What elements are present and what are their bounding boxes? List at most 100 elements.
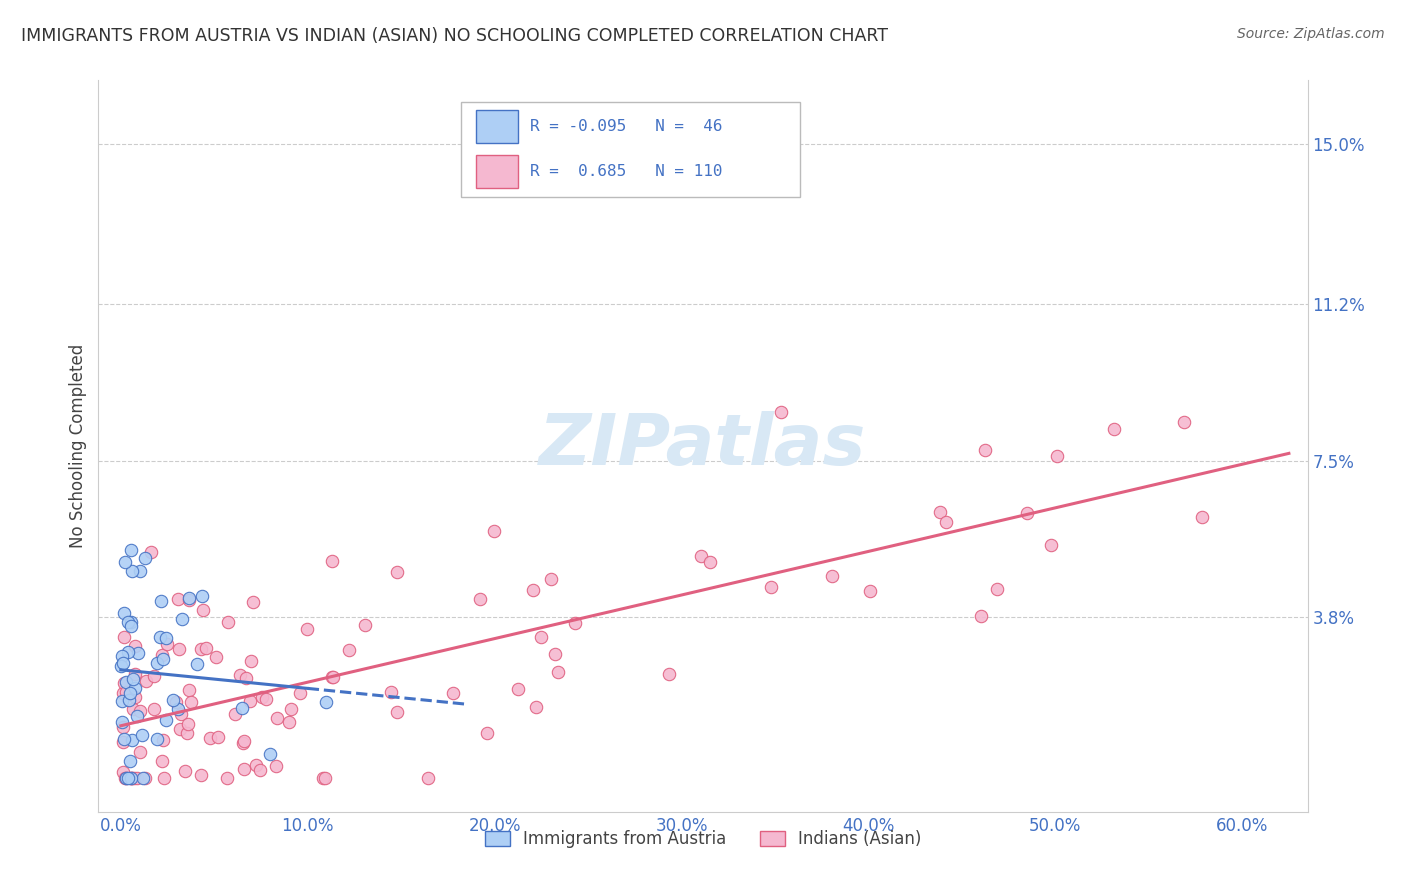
Point bbox=[468, 592, 491, 607]
Point bbox=[124, 681, 146, 695]
Point bbox=[385, 565, 408, 579]
Point bbox=[969, 609, 991, 624]
Point bbox=[1173, 416, 1195, 430]
Point bbox=[259, 747, 281, 761]
Point bbox=[658, 666, 681, 681]
Point bbox=[190, 767, 212, 781]
Point bbox=[169, 722, 191, 736]
Point bbox=[153, 771, 176, 785]
Point bbox=[129, 564, 152, 578]
Point bbox=[120, 686, 142, 700]
Point bbox=[121, 771, 143, 785]
Point bbox=[172, 612, 194, 626]
Point bbox=[314, 771, 336, 785]
Point bbox=[416, 771, 439, 785]
Point bbox=[112, 731, 135, 746]
Point bbox=[111, 648, 134, 663]
Point bbox=[190, 641, 212, 656]
Point bbox=[238, 694, 260, 708]
Point bbox=[118, 754, 141, 768]
Point bbox=[233, 762, 256, 776]
Text: Source: ZipAtlas.com: Source: ZipAtlas.com bbox=[1237, 27, 1385, 41]
Point bbox=[280, 702, 302, 716]
Bar bbox=[475, 155, 517, 188]
Point bbox=[129, 745, 152, 759]
Point bbox=[191, 590, 214, 604]
Point bbox=[224, 707, 246, 722]
Point bbox=[233, 734, 256, 748]
Point bbox=[759, 580, 782, 594]
Point bbox=[127, 646, 149, 660]
Point bbox=[131, 728, 153, 742]
Point bbox=[215, 771, 238, 785]
Point bbox=[1191, 510, 1213, 524]
Point bbox=[250, 690, 273, 705]
Point bbox=[114, 771, 136, 785]
Point bbox=[111, 765, 134, 780]
Point bbox=[1015, 506, 1038, 520]
Point bbox=[114, 606, 136, 620]
Point bbox=[120, 771, 142, 785]
Point bbox=[204, 649, 226, 664]
Point bbox=[443, 686, 465, 700]
Point bbox=[121, 672, 143, 686]
Point bbox=[821, 569, 844, 583]
Point bbox=[117, 615, 139, 629]
Point bbox=[508, 681, 530, 696]
Point bbox=[128, 705, 150, 719]
Point bbox=[111, 686, 134, 700]
Point bbox=[124, 639, 146, 653]
Point bbox=[110, 658, 132, 673]
Point bbox=[120, 543, 142, 558]
Point bbox=[146, 657, 169, 671]
Point bbox=[122, 702, 145, 716]
Text: ZIPatlas: ZIPatlas bbox=[540, 411, 866, 481]
Point bbox=[167, 642, 190, 657]
Point bbox=[245, 757, 267, 772]
Point bbox=[1046, 449, 1069, 463]
Point bbox=[112, 676, 135, 690]
FancyBboxPatch shape bbox=[461, 103, 800, 197]
Point bbox=[111, 656, 134, 670]
Point bbox=[235, 671, 257, 685]
Point bbox=[139, 545, 162, 559]
Point bbox=[152, 648, 174, 662]
Point bbox=[117, 645, 139, 659]
Point bbox=[288, 686, 311, 700]
Point bbox=[315, 695, 337, 709]
Point bbox=[120, 615, 142, 630]
Point bbox=[264, 759, 287, 773]
Point bbox=[111, 714, 134, 729]
Point bbox=[540, 572, 562, 586]
Point bbox=[543, 647, 565, 661]
Text: IMMIGRANTS FROM AUSTRIA VS INDIAN (ASIAN) NO SCHOOLING COMPLETED CORRELATION CHA: IMMIGRANTS FROM AUSTRIA VS INDIAN (ASIAN… bbox=[21, 27, 889, 45]
Point bbox=[254, 691, 277, 706]
Point bbox=[385, 706, 408, 720]
Point bbox=[769, 405, 792, 419]
Point bbox=[114, 555, 136, 569]
Point bbox=[186, 657, 208, 672]
Point bbox=[859, 583, 882, 598]
Point bbox=[112, 630, 135, 644]
Point bbox=[547, 665, 569, 679]
Point bbox=[354, 618, 377, 632]
Point bbox=[176, 717, 198, 731]
Point bbox=[179, 682, 201, 697]
Point bbox=[155, 631, 177, 645]
Point bbox=[112, 720, 135, 734]
Point bbox=[114, 771, 136, 785]
Point bbox=[530, 630, 553, 644]
Point bbox=[266, 710, 288, 724]
Point bbox=[145, 731, 167, 746]
Point bbox=[928, 505, 950, 519]
Point bbox=[124, 667, 146, 681]
Point bbox=[207, 730, 229, 744]
Point bbox=[124, 771, 146, 785]
Point bbox=[986, 582, 1008, 596]
Point bbox=[134, 551, 156, 566]
Point bbox=[935, 515, 957, 529]
Point bbox=[132, 771, 155, 785]
Legend: Immigrants from Austria, Indians (Asian): Immigrants from Austria, Indians (Asian) bbox=[478, 823, 928, 855]
Point bbox=[152, 652, 174, 666]
Point bbox=[111, 693, 134, 707]
